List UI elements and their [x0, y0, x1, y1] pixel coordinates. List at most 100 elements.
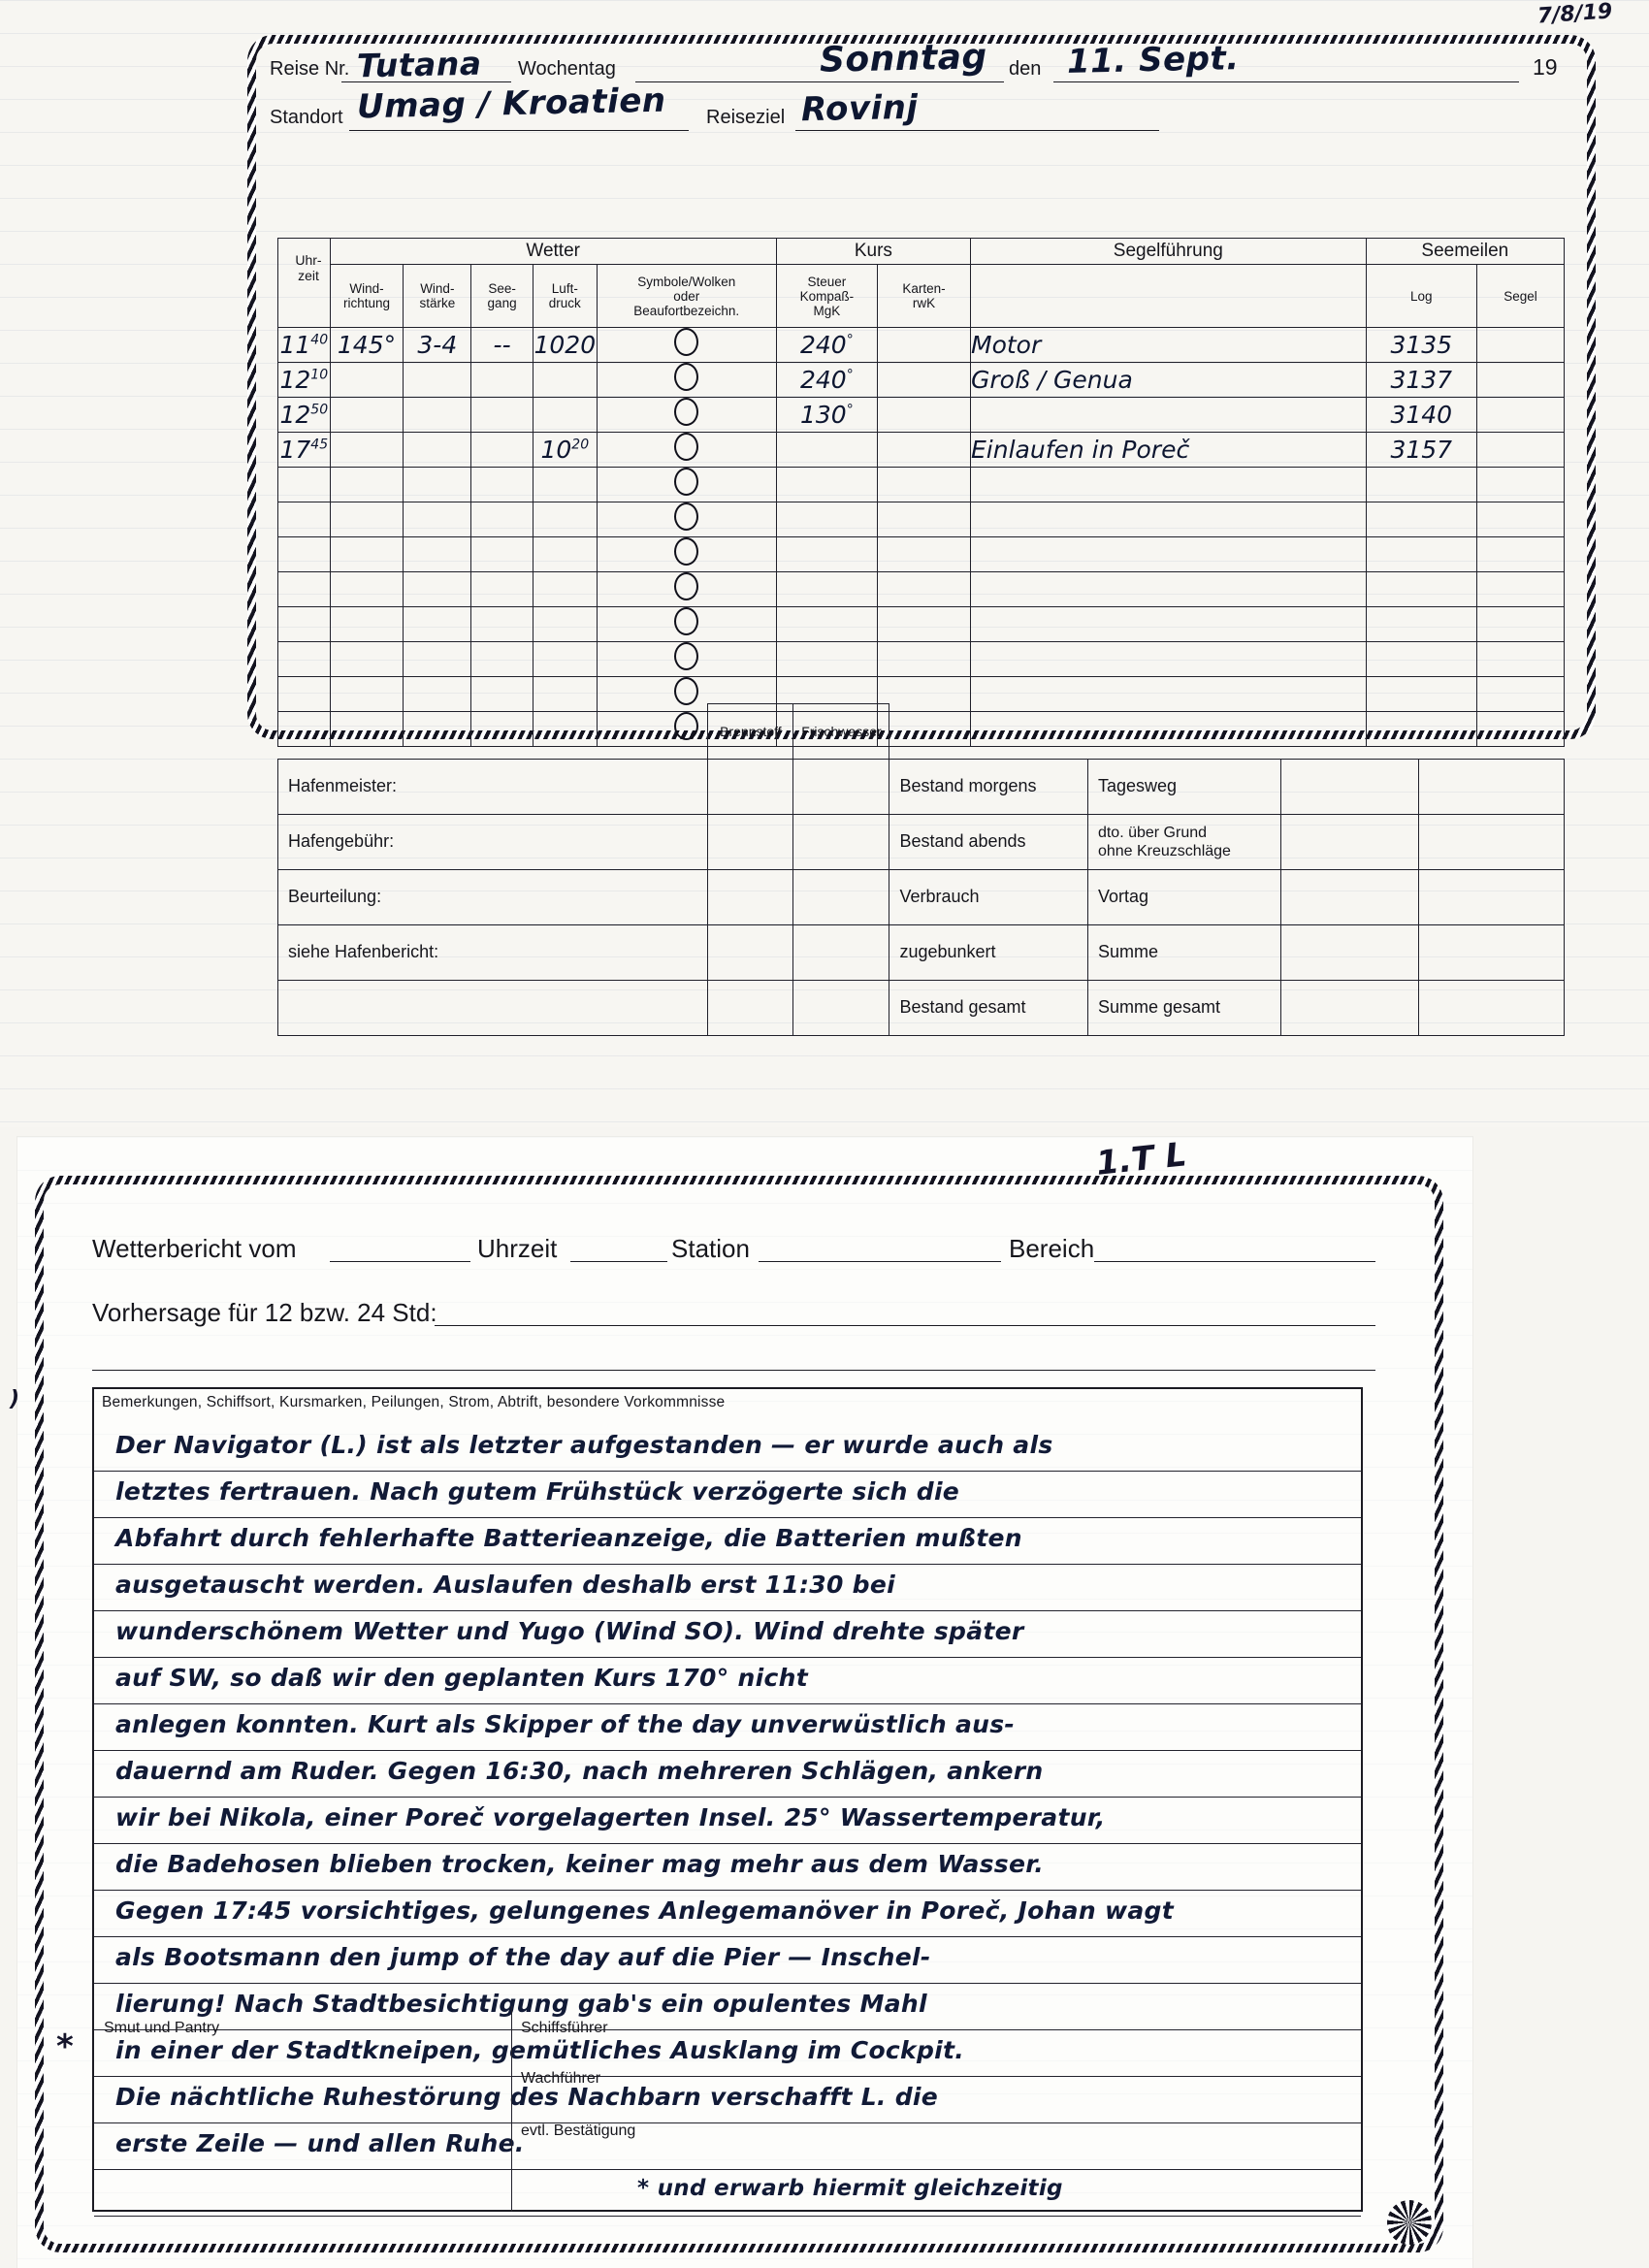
cell-log-7[interactable] [1365, 571, 1477, 607]
cell-luftdruck-5[interactable] [532, 502, 598, 537]
cell-symbol-1[interactable] [596, 362, 777, 398]
cell-windstaerke-10[interactable] [403, 676, 472, 712]
cell-windrichtung-8[interactable] [329, 606, 404, 642]
cell-seegang-8[interactable] [470, 606, 534, 642]
cell-symbol-5[interactable] [596, 502, 777, 537]
bereich-rule[interactable] [1094, 1261, 1375, 1262]
log-table-row[interactable] [277, 502, 1566, 537]
log-table-row[interactable] [277, 641, 1566, 677]
cell-segel-5[interactable] [1475, 502, 1566, 537]
cell-windstaerke-9[interactable] [403, 641, 472, 677]
log-table-row[interactable] [277, 467, 1566, 502]
cell-uhrzeit-2[interactable]: 1250 [277, 397, 331, 433]
cell-windrichtung-5[interactable] [329, 502, 404, 537]
cell-steuer-4[interactable] [775, 467, 878, 502]
cell-uhrzeit-0[interactable]: 1140 [277, 327, 331, 363]
cell-symbol-4[interactable] [596, 467, 777, 502]
station-rule[interactable] [759, 1261, 1001, 1262]
cell-frischwasser-5[interactable] [792, 979, 890, 1036]
cell-windrichtung-11[interactable] [329, 711, 404, 747]
cell-karten-8[interactable] [876, 606, 972, 642]
cell-steuer-8[interactable] [775, 606, 878, 642]
cell-seegang-0[interactable]: -- [470, 327, 534, 363]
cell-karten-4[interactable] [876, 467, 972, 502]
cell-steuer-3[interactable] [775, 432, 878, 468]
cell-uhrzeit-11[interactable] [277, 711, 331, 747]
cell-seegang-1[interactable] [470, 362, 534, 398]
wetterbericht-rule[interactable] [330, 1261, 470, 1262]
cell-value-3[interactable] [1279, 868, 1420, 925]
cell-segelfuehrung-9[interactable] [970, 641, 1367, 677]
log-table-row[interactable] [277, 536, 1566, 572]
cell-windstaerke-3[interactable] [403, 432, 472, 468]
cell-segel-2[interactable] [1475, 397, 1566, 433]
cell-karten-6[interactable] [876, 536, 972, 572]
cell-symbol-3[interactable] [596, 432, 777, 468]
uhrzeit-rule[interactable] [570, 1261, 667, 1262]
cell-brennstoff-2[interactable] [707, 813, 794, 870]
cell-log-0[interactable]: 3135 [1365, 327, 1477, 363]
cell-steuer-6[interactable] [775, 536, 878, 572]
cell-segel-7[interactable] [1475, 571, 1566, 607]
cell-segel-8[interactable] [1475, 606, 1566, 642]
log-table-row[interactable]: 1745 1020 Einlaufen in Poreč 3157 [277, 432, 1566, 468]
cell-uhrzeit-3[interactable]: 1745 [277, 432, 331, 468]
cell-segelfuehrung-8[interactable] [970, 606, 1367, 642]
cell-windstaerke-7[interactable] [403, 571, 472, 607]
cell-windstaerke-2[interactable] [403, 397, 472, 433]
cell-windrichtung-2[interactable] [329, 397, 404, 433]
cell-luftdruck-0[interactable]: 1020 [532, 327, 598, 363]
cell-windrichtung-10[interactable] [329, 676, 404, 712]
cell-frischwasser-1[interactable] [792, 758, 890, 815]
cell-segel-6[interactable] [1475, 536, 1566, 572]
cell-windrichtung-4[interactable] [329, 467, 404, 502]
cell-seegang-3[interactable] [470, 432, 534, 468]
cell-uhrzeit-7[interactable] [277, 571, 331, 607]
cell-steuer-2[interactable]: 130° [775, 397, 878, 433]
cell-windstaerke-8[interactable] [403, 606, 472, 642]
cell-karten-7[interactable] [876, 571, 972, 607]
cell-segelfuehrung-0[interactable]: Motor [970, 327, 1367, 363]
cell-steuer-1[interactable]: 240° [775, 362, 878, 398]
cell-windstaerke-6[interactable] [403, 536, 472, 572]
cell-segelfuehrung-3[interactable]: Einlaufen in Poreč [970, 432, 1367, 468]
cell-seegang-11[interactable] [470, 711, 534, 747]
cell-value-3b[interactable] [1418, 868, 1565, 925]
cell-segelfuehrung-1[interactable]: Groß / Genua [970, 362, 1367, 398]
cell-luftdruck-3[interactable]: 1020 [532, 432, 598, 468]
cell-luftdruck-11[interactable] [532, 711, 598, 747]
cell-luftdruck-6[interactable] [532, 536, 598, 572]
cell-segel-10[interactable] [1475, 676, 1566, 712]
vorhersage-rule[interactable] [435, 1325, 1375, 1326]
cell-value-4[interactable] [1279, 923, 1420, 981]
cell-windstaerke-1[interactable] [403, 362, 472, 398]
cell-symbol-2[interactable] [596, 397, 777, 433]
cell-log-6[interactable] [1365, 536, 1477, 572]
cell-brennstoff-4[interactable] [707, 923, 794, 981]
cell-luftdruck-8[interactable] [532, 606, 598, 642]
cell-value-4b[interactable] [1418, 923, 1565, 981]
cell-segelfuehrung-7[interactable] [970, 571, 1367, 607]
cell-steuer-0[interactable]: 240° [775, 327, 878, 363]
cell-karten-9[interactable] [876, 641, 972, 677]
cell-value-2b[interactable] [1418, 813, 1565, 870]
cell-luftdruck-1[interactable] [532, 362, 598, 398]
cell-karten-5[interactable] [876, 502, 972, 537]
cell-brennstoff-1[interactable] [707, 758, 794, 815]
cell-log-11[interactable] [1365, 711, 1477, 747]
cell-seegang-9[interactable] [470, 641, 534, 677]
cell-log-3[interactable]: 3157 [1365, 432, 1477, 468]
cell-steuer-7[interactable] [775, 571, 878, 607]
cell-uhrzeit-4[interactable] [277, 467, 331, 502]
cell-segelfuehrung-6[interactable] [970, 536, 1367, 572]
cell-value-1[interactable] [1279, 758, 1420, 815]
cell-value-1b[interactable] [1418, 758, 1565, 815]
cell-log-5[interactable] [1365, 502, 1477, 537]
cell-windrichtung-1[interactable] [329, 362, 404, 398]
cell-luftdruck-2[interactable] [532, 397, 598, 433]
cell-uhrzeit-8[interactable] [277, 606, 331, 642]
cell-windstaerke-5[interactable] [403, 502, 472, 537]
log-table-row[interactable] [277, 606, 1566, 642]
cell-log-9[interactable] [1365, 641, 1477, 677]
cell-luftdruck-7[interactable] [532, 571, 598, 607]
